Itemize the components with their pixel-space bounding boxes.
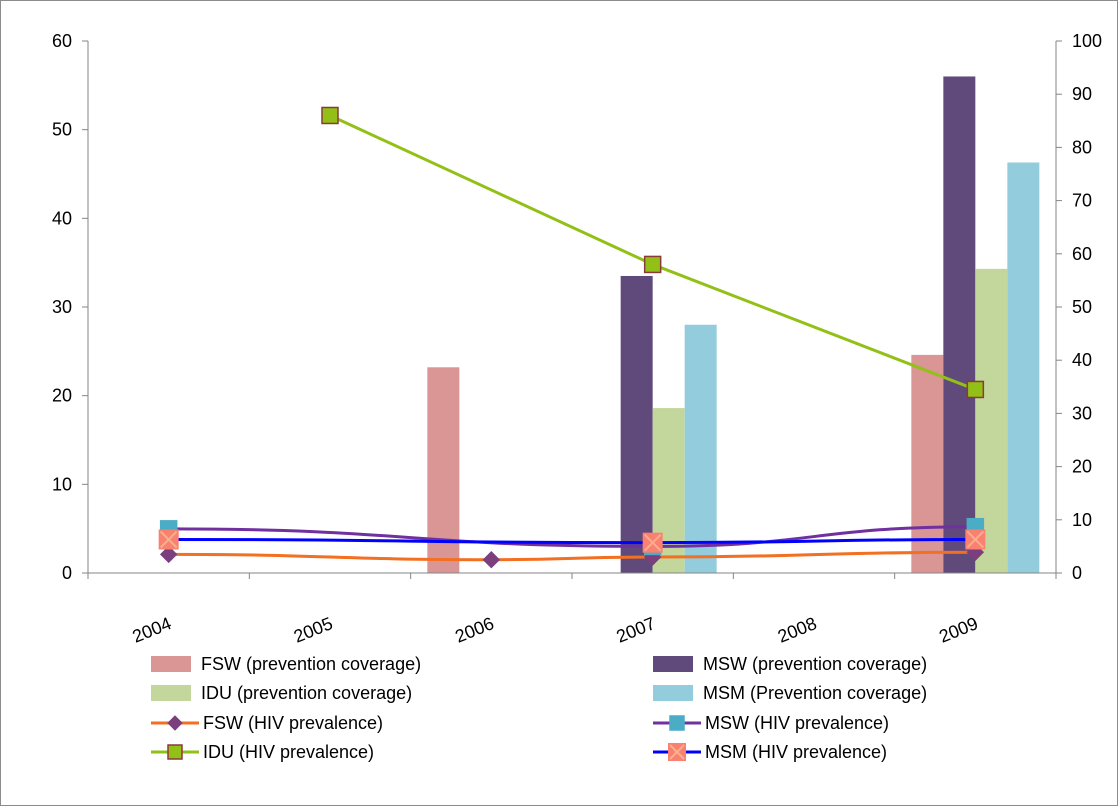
- marker-idu-2009: [966, 380, 985, 399]
- y-right-tick-label: 90: [1072, 84, 1092, 104]
- legend-label: IDU (HIV prevalence): [203, 742, 374, 762]
- legend-marker: [167, 744, 183, 760]
- bar-fsw-2009: [911, 354, 944, 573]
- bars-layer: [427, 76, 1040, 573]
- lines-layer: [158, 106, 986, 569]
- legend-label: MSW (prevention coverage): [703, 654, 927, 674]
- legend-label: FSW (prevention coverage): [201, 654, 421, 674]
- y-right-tick-label: 0: [1072, 563, 1082, 583]
- legend-swatch: [151, 656, 191, 672]
- legend-label: IDU (prevention coverage): [201, 683, 412, 703]
- legend-label: MSM (Prevention coverage): [703, 683, 927, 703]
- bar-msw-2009: [943, 76, 976, 573]
- legend-label: MSW (HIV prevalence): [705, 713, 889, 733]
- legend-item: MSM (Prevention coverage): [653, 683, 927, 703]
- legend-item: MSW (HIV prevalence): [653, 713, 889, 733]
- y-right-tick-label: 100: [1072, 31, 1102, 51]
- legend-item: FSW (HIV prevalence): [151, 713, 383, 733]
- legend-layer: FSW (prevention coverage) MSW (prevention…: [151, 654, 927, 762]
- y-left-tick-label: 30: [52, 297, 72, 317]
- line-msm-hiv: [168, 537, 976, 545]
- y-right-tick-label: 20: [1072, 457, 1092, 477]
- line-msw-hiv: [168, 525, 976, 548]
- x-tick-label: 2008: [775, 613, 820, 647]
- marker-idu-2007: [643, 255, 662, 274]
- x-tick-label: 2006: [452, 613, 497, 647]
- marker-fsw-2004: [159, 545, 178, 564]
- legend-label: FSW (HIV prevalence): [203, 713, 383, 733]
- x-tick-label: 2004: [130, 613, 175, 647]
- x-tick-label: 2009: [936, 613, 981, 647]
- y-left-tick-label: 40: [52, 208, 72, 228]
- legend-marker: [669, 715, 685, 731]
- y-right-tick-label: 70: [1072, 191, 1092, 211]
- bar-msm-2007: [684, 324, 717, 573]
- marker-msm-2007: [642, 532, 663, 553]
- y-right-tick-label: 60: [1072, 244, 1092, 264]
- y-right-tick-label: 10: [1072, 510, 1092, 530]
- legend-swatch: [653, 656, 693, 672]
- y-left-tick-label: 20: [52, 386, 72, 406]
- legend-item: FSW (prevention coverage): [151, 654, 421, 674]
- legend-item: IDU (HIV prevalence): [151, 742, 374, 762]
- y-left-tick-label: 50: [52, 120, 72, 140]
- legend-item: IDU (prevention coverage): [151, 683, 412, 703]
- y-right-tick-label: 40: [1072, 350, 1092, 370]
- legend-swatch: [653, 685, 693, 701]
- legend-item: MSW (prevention coverage): [653, 654, 927, 674]
- x-tick-label: 2005: [291, 613, 336, 647]
- y-right-tick-label: 80: [1072, 137, 1092, 157]
- marker-fsw-2006: [482, 550, 501, 569]
- bar-msw-2007: [620, 275, 653, 573]
- marker-msm-2004: [158, 529, 179, 550]
- legend-label: MSM (HIV prevalence): [705, 742, 887, 762]
- legend-swatch: [151, 685, 191, 701]
- y-left-tick-label: 10: [52, 474, 72, 494]
- legend-marker: [668, 743, 686, 761]
- y-right-tick-label: 30: [1072, 403, 1092, 423]
- y-right-tick-label: 50: [1072, 297, 1092, 317]
- legend-marker: [167, 715, 183, 731]
- bar-msm-2009: [1007, 162, 1040, 573]
- marker-idu-2005: [321, 106, 339, 125]
- x-tick-label: 2007: [614, 613, 659, 647]
- marker-msm-2009: [965, 529, 986, 550]
- legend-item: MSM (HIV prevalence): [653, 742, 887, 762]
- line-fsw-hiv: [168, 550, 976, 562]
- y-left-tick-label: 60: [52, 31, 72, 51]
- y-left-tick-label: 0: [62, 563, 72, 583]
